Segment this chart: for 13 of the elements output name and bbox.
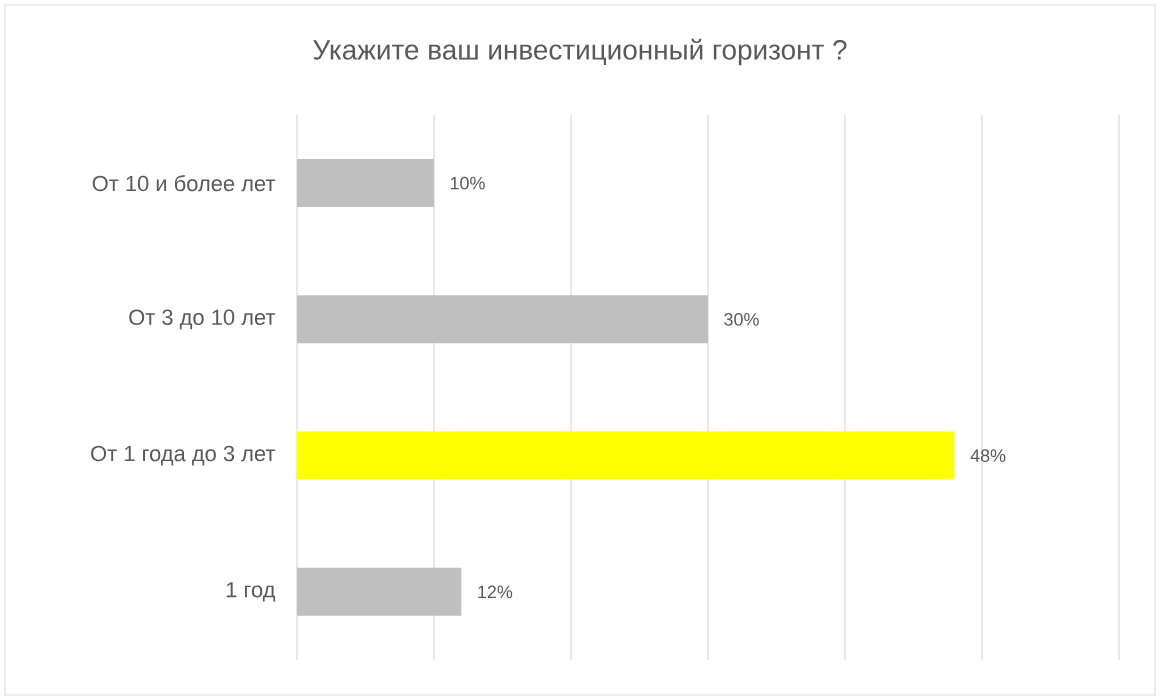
- y-tick-label: 1 год: [226, 582, 276, 602]
- chart-title: Укажите ваш инвестиционный горизонт ?: [313, 38, 847, 66]
- bar: [297, 431, 955, 480]
- data-label: 30%: [724, 313, 759, 326]
- y-tick-label: От 3 до 10 лет: [129, 309, 276, 330]
- bar: [297, 567, 462, 616]
- y-tick-label: От 1 года до 3 лет: [91, 445, 276, 466]
- bar: [297, 159, 435, 208]
- y-tick-label: От 10 и более лет: [92, 174, 276, 192]
- bar: [297, 295, 709, 344]
- data-label: 12%: [478, 585, 513, 599]
- data-label: 48%: [970, 449, 1006, 462]
- data-label: 10%: [450, 176, 485, 190]
